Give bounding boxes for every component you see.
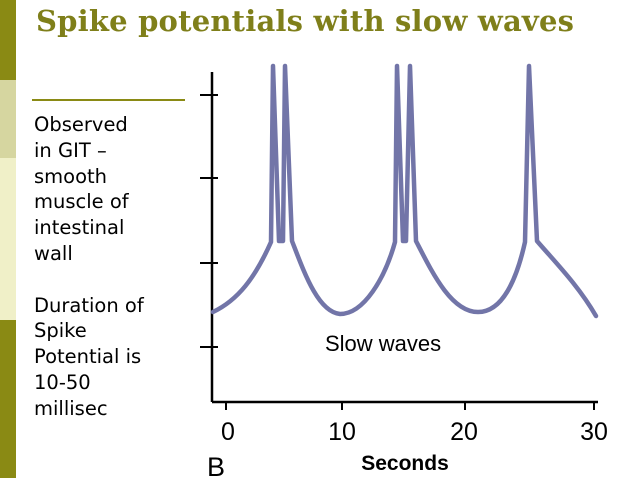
spike-waveform-figure: 0 10 20 30 Seconds B Slow waves	[186, 60, 626, 478]
slow-waves-annotation: Slow waves	[325, 331, 441, 356]
x-axis-title: Seconds	[361, 452, 449, 475]
x-tick-label: 0	[221, 418, 235, 446]
x-tick-label: 10	[328, 418, 356, 446]
text-line: millisec	[34, 396, 108, 420]
x-tick-label: 20	[450, 418, 478, 446]
text-line: Potential is	[34, 345, 142, 369]
text-line: Spike	[34, 319, 87, 343]
text-line: muscle of	[34, 190, 129, 214]
panel-label: B	[207, 452, 225, 478]
text-line: intestinal	[34, 216, 125, 240]
left-accent-bar	[0, 0, 16, 478]
text-line: Observed	[34, 113, 128, 136]
accent-segment	[0, 320, 16, 478]
text-line: 10-50	[34, 370, 91, 394]
slide-title: Spike potentials with slow waves	[36, 4, 575, 38]
text-line: Duration of	[34, 293, 144, 317]
body-text: Observed in GIT – smooth muscle of intes…	[34, 112, 184, 422]
text-line: smooth	[34, 164, 108, 188]
accent-segment	[0, 80, 16, 158]
text-line: wall	[34, 241, 73, 265]
text-line: in GIT –	[34, 138, 107, 162]
paragraph-gap	[34, 267, 184, 293]
membrane-potential-trace	[210, 63, 599, 319]
x-tick-label: 30	[580, 418, 608, 446]
accent-segment	[0, 158, 16, 320]
title-underline	[32, 99, 185, 101]
accent-segment	[0, 0, 16, 80]
